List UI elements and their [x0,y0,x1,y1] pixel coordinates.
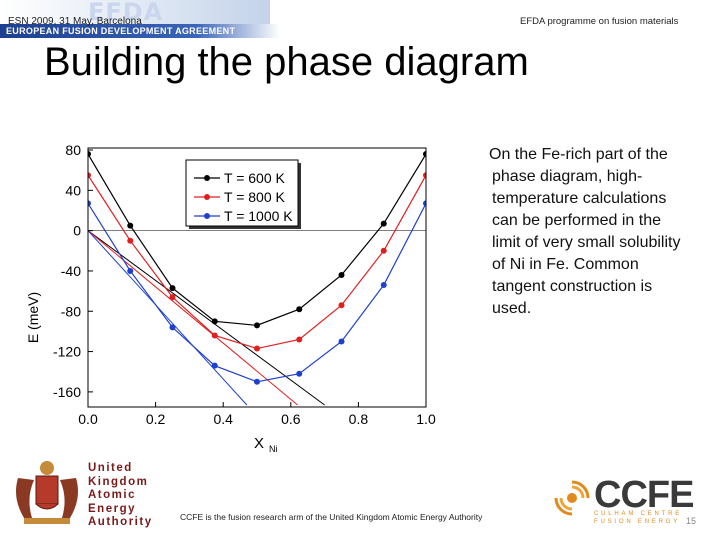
conference-label: ESN 2009, 31 May, Barcelona [8,16,142,27]
ccfe-sub-line: CULHAM CENTRE [594,511,683,517]
ukaea-line: Kingdom [88,475,149,488]
data-point [211,332,218,339]
data-point [338,302,345,309]
page-number: 15 [686,516,697,526]
ukaea-crest-icon [16,461,78,524]
data-point [211,362,218,369]
description-line: can be performed in the [492,212,661,229]
ccfe-sun-icon [554,480,590,516]
ccfe-subtitle: CULHAM CENTRE FUSION ENERGY [594,510,682,526]
data-point [254,345,260,352]
x-axis-label: X [254,435,264,452]
data-point [423,200,426,207]
ukaea-wordmark: United Kingdom Atomic Energy Authority [88,462,153,530]
ukaea-line: Authority [88,516,153,528]
data-point [296,306,303,313]
tangent-line [88,230,248,406]
legend-label: T = 600 K [224,170,286,186]
data-point [338,271,345,278]
x-tick-label: 0.4 [213,411,233,427]
ukaea-line: United [88,462,133,474]
data-point [211,318,218,325]
y-axis-label: E (meV) [25,292,41,343]
description-line: phase diagram, high- [492,168,643,185]
data-point [380,282,387,289]
efda-strip [0,24,280,38]
y-tick-label: -40 [61,263,81,279]
x-tick-label: 0.2 [146,411,166,427]
data-point [169,324,176,331]
y-tick-label: -80 [61,303,81,319]
tangent-line [88,230,325,406]
x-tick-label: 0.0 [78,411,98,427]
x-tick-label: 1.0 [416,411,436,427]
data-point [296,370,303,377]
description-line: tangent construction is [492,278,653,295]
data-point [88,151,91,158]
efda-banner: EFDA EUROPEAN FUSION DEVELOPMENT AGREEME… [0,0,280,38]
legend-swatch-marker [204,213,210,219]
data-point [254,378,260,385]
ccfe-sub-line: FUSION ENERGY [594,519,681,525]
data-point [169,294,176,301]
legend-swatch-marker [204,194,210,200]
data-point [380,247,387,254]
slide-title: Building the phase diagram [44,40,529,84]
description-line: limit of very small solubility [492,234,681,251]
data-point [88,200,91,207]
x-axis-label-subscript: Ni [269,444,278,454]
y-tick-label: 40 [65,182,81,198]
legend-swatch-marker [204,175,210,181]
data-point [296,336,303,343]
data-point [338,338,345,345]
plot-frame [87,147,427,408]
description-line: temperature calculations [492,190,667,207]
ukaea-line: Atomic [88,489,136,501]
efda-subtitle: EUROPEAN FUSION DEVELOPMENT AGREEMENT [6,26,236,36]
programme-label: EFDA programme on fusion materials [520,16,679,27]
description-line: On the Fe-rich part of the [489,146,668,163]
x-tick-label: 0.8 [349,411,369,427]
data-point [169,285,176,292]
data-point [127,237,134,244]
legend-label: T = 1000 K [224,208,293,224]
data-point [88,172,91,179]
data-point [423,172,426,179]
ukaea-line: Energy [88,502,136,515]
legend-label: T = 800 K [224,189,286,205]
y-tick-label: 80 [65,142,81,158]
data-point [254,322,260,329]
description-line: used. [492,300,532,317]
y-tick-label: 0 [73,223,81,239]
slide-description: On the Fe-rich part of the phase diagram… [489,144,712,320]
data-point [127,267,134,274]
footer-tagline: CCFE is the fusion research arm of the U… [180,512,483,522]
data-point [423,151,426,158]
efda-logo: EFDA [88,0,164,26]
phase-diagram-chart: 0.0 0.2 0.4 0.6 0.8 1.0 80 40 0 -40 -80 -120 -160 X Ni… [25,142,436,454]
description-line: of Ni in Fe. Common [492,256,639,273]
data-point [380,220,387,227]
y-tick-label: -160 [53,384,81,400]
data-point [127,222,134,229]
y-tick-label: -120 [53,344,81,360]
x-tick-label: 0.6 [281,411,301,427]
ccfe-wordmark: CCFE [594,474,694,516]
tangent-line [88,230,298,406]
